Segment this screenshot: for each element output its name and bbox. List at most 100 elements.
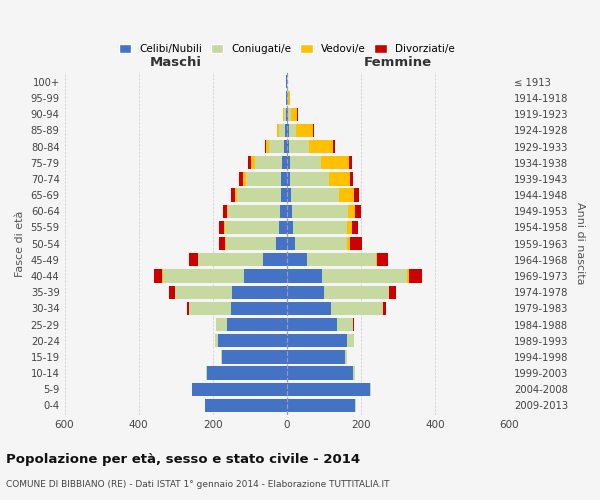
- Bar: [287, 286, 324, 299]
- Bar: [288, 92, 290, 104]
- Bar: [289, 124, 296, 137]
- Bar: [285, 124, 287, 137]
- Bar: [218, 221, 224, 234]
- Bar: [191, 382, 193, 396]
- Bar: [226, 237, 275, 250]
- Bar: [286, 108, 287, 121]
- Bar: [295, 237, 347, 250]
- Bar: [237, 188, 281, 202]
- Bar: [287, 221, 293, 234]
- Bar: [288, 108, 291, 121]
- Bar: [281, 172, 287, 186]
- Text: Popolazione per età, sesso e stato civile - 2014: Popolazione per età, sesso e stato civil…: [6, 452, 360, 466]
- Bar: [287, 172, 290, 186]
- Bar: [280, 204, 287, 218]
- Bar: [409, 270, 422, 282]
- Bar: [221, 350, 222, 364]
- Bar: [215, 334, 218, 347]
- Text: Maschi: Maschi: [149, 56, 202, 69]
- Bar: [277, 124, 280, 137]
- Bar: [287, 237, 295, 250]
- Bar: [235, 188, 237, 202]
- Bar: [287, 253, 307, 266]
- Bar: [370, 382, 371, 396]
- Bar: [350, 172, 353, 186]
- Bar: [407, 270, 409, 282]
- Bar: [193, 382, 287, 396]
- Bar: [292, 204, 348, 218]
- Bar: [224, 221, 225, 234]
- Bar: [347, 334, 354, 347]
- Bar: [266, 140, 269, 153]
- Bar: [287, 140, 289, 153]
- Bar: [275, 237, 287, 250]
- Bar: [284, 140, 287, 153]
- Bar: [188, 302, 231, 315]
- Bar: [243, 172, 246, 186]
- Bar: [217, 318, 227, 331]
- Bar: [348, 204, 355, 218]
- Bar: [263, 253, 287, 266]
- Bar: [227, 318, 287, 331]
- Bar: [287, 334, 347, 347]
- Bar: [287, 366, 353, 380]
- Bar: [355, 399, 356, 412]
- Bar: [337, 318, 353, 331]
- Bar: [215, 318, 217, 331]
- Bar: [227, 204, 228, 218]
- Bar: [225, 221, 278, 234]
- Bar: [296, 124, 313, 137]
- Bar: [331, 302, 383, 315]
- Bar: [350, 237, 362, 250]
- Bar: [291, 108, 298, 121]
- Bar: [389, 286, 396, 299]
- Bar: [190, 253, 197, 266]
- Bar: [287, 302, 331, 315]
- Bar: [354, 188, 359, 202]
- Bar: [289, 140, 309, 153]
- Bar: [287, 188, 291, 202]
- Bar: [284, 108, 286, 121]
- Bar: [207, 366, 287, 380]
- Bar: [175, 286, 232, 299]
- Bar: [290, 172, 329, 186]
- Bar: [169, 286, 175, 299]
- Bar: [333, 140, 335, 153]
- Bar: [278, 221, 287, 234]
- Bar: [353, 318, 354, 331]
- Bar: [377, 253, 388, 266]
- Bar: [280, 124, 285, 137]
- Bar: [251, 156, 254, 170]
- Bar: [231, 188, 235, 202]
- Bar: [198, 253, 263, 266]
- Bar: [287, 350, 345, 364]
- Bar: [287, 204, 292, 218]
- Bar: [347, 237, 350, 250]
- Bar: [187, 302, 188, 315]
- Bar: [313, 124, 314, 137]
- Bar: [228, 204, 280, 218]
- Bar: [287, 382, 370, 396]
- Bar: [222, 350, 287, 364]
- Bar: [287, 124, 289, 137]
- Bar: [340, 188, 354, 202]
- Bar: [232, 286, 287, 299]
- Bar: [281, 188, 287, 202]
- Bar: [206, 366, 207, 380]
- Bar: [291, 188, 340, 202]
- Bar: [223, 204, 227, 218]
- Bar: [154, 270, 163, 282]
- Bar: [218, 334, 287, 347]
- Bar: [355, 204, 361, 218]
- Bar: [376, 253, 377, 266]
- Bar: [265, 140, 266, 153]
- Bar: [349, 156, 352, 170]
- Bar: [353, 366, 355, 380]
- Bar: [283, 156, 287, 170]
- Bar: [287, 399, 355, 412]
- Bar: [287, 92, 288, 104]
- Bar: [287, 270, 322, 282]
- Bar: [269, 140, 284, 153]
- Bar: [244, 270, 287, 282]
- Bar: [324, 286, 389, 299]
